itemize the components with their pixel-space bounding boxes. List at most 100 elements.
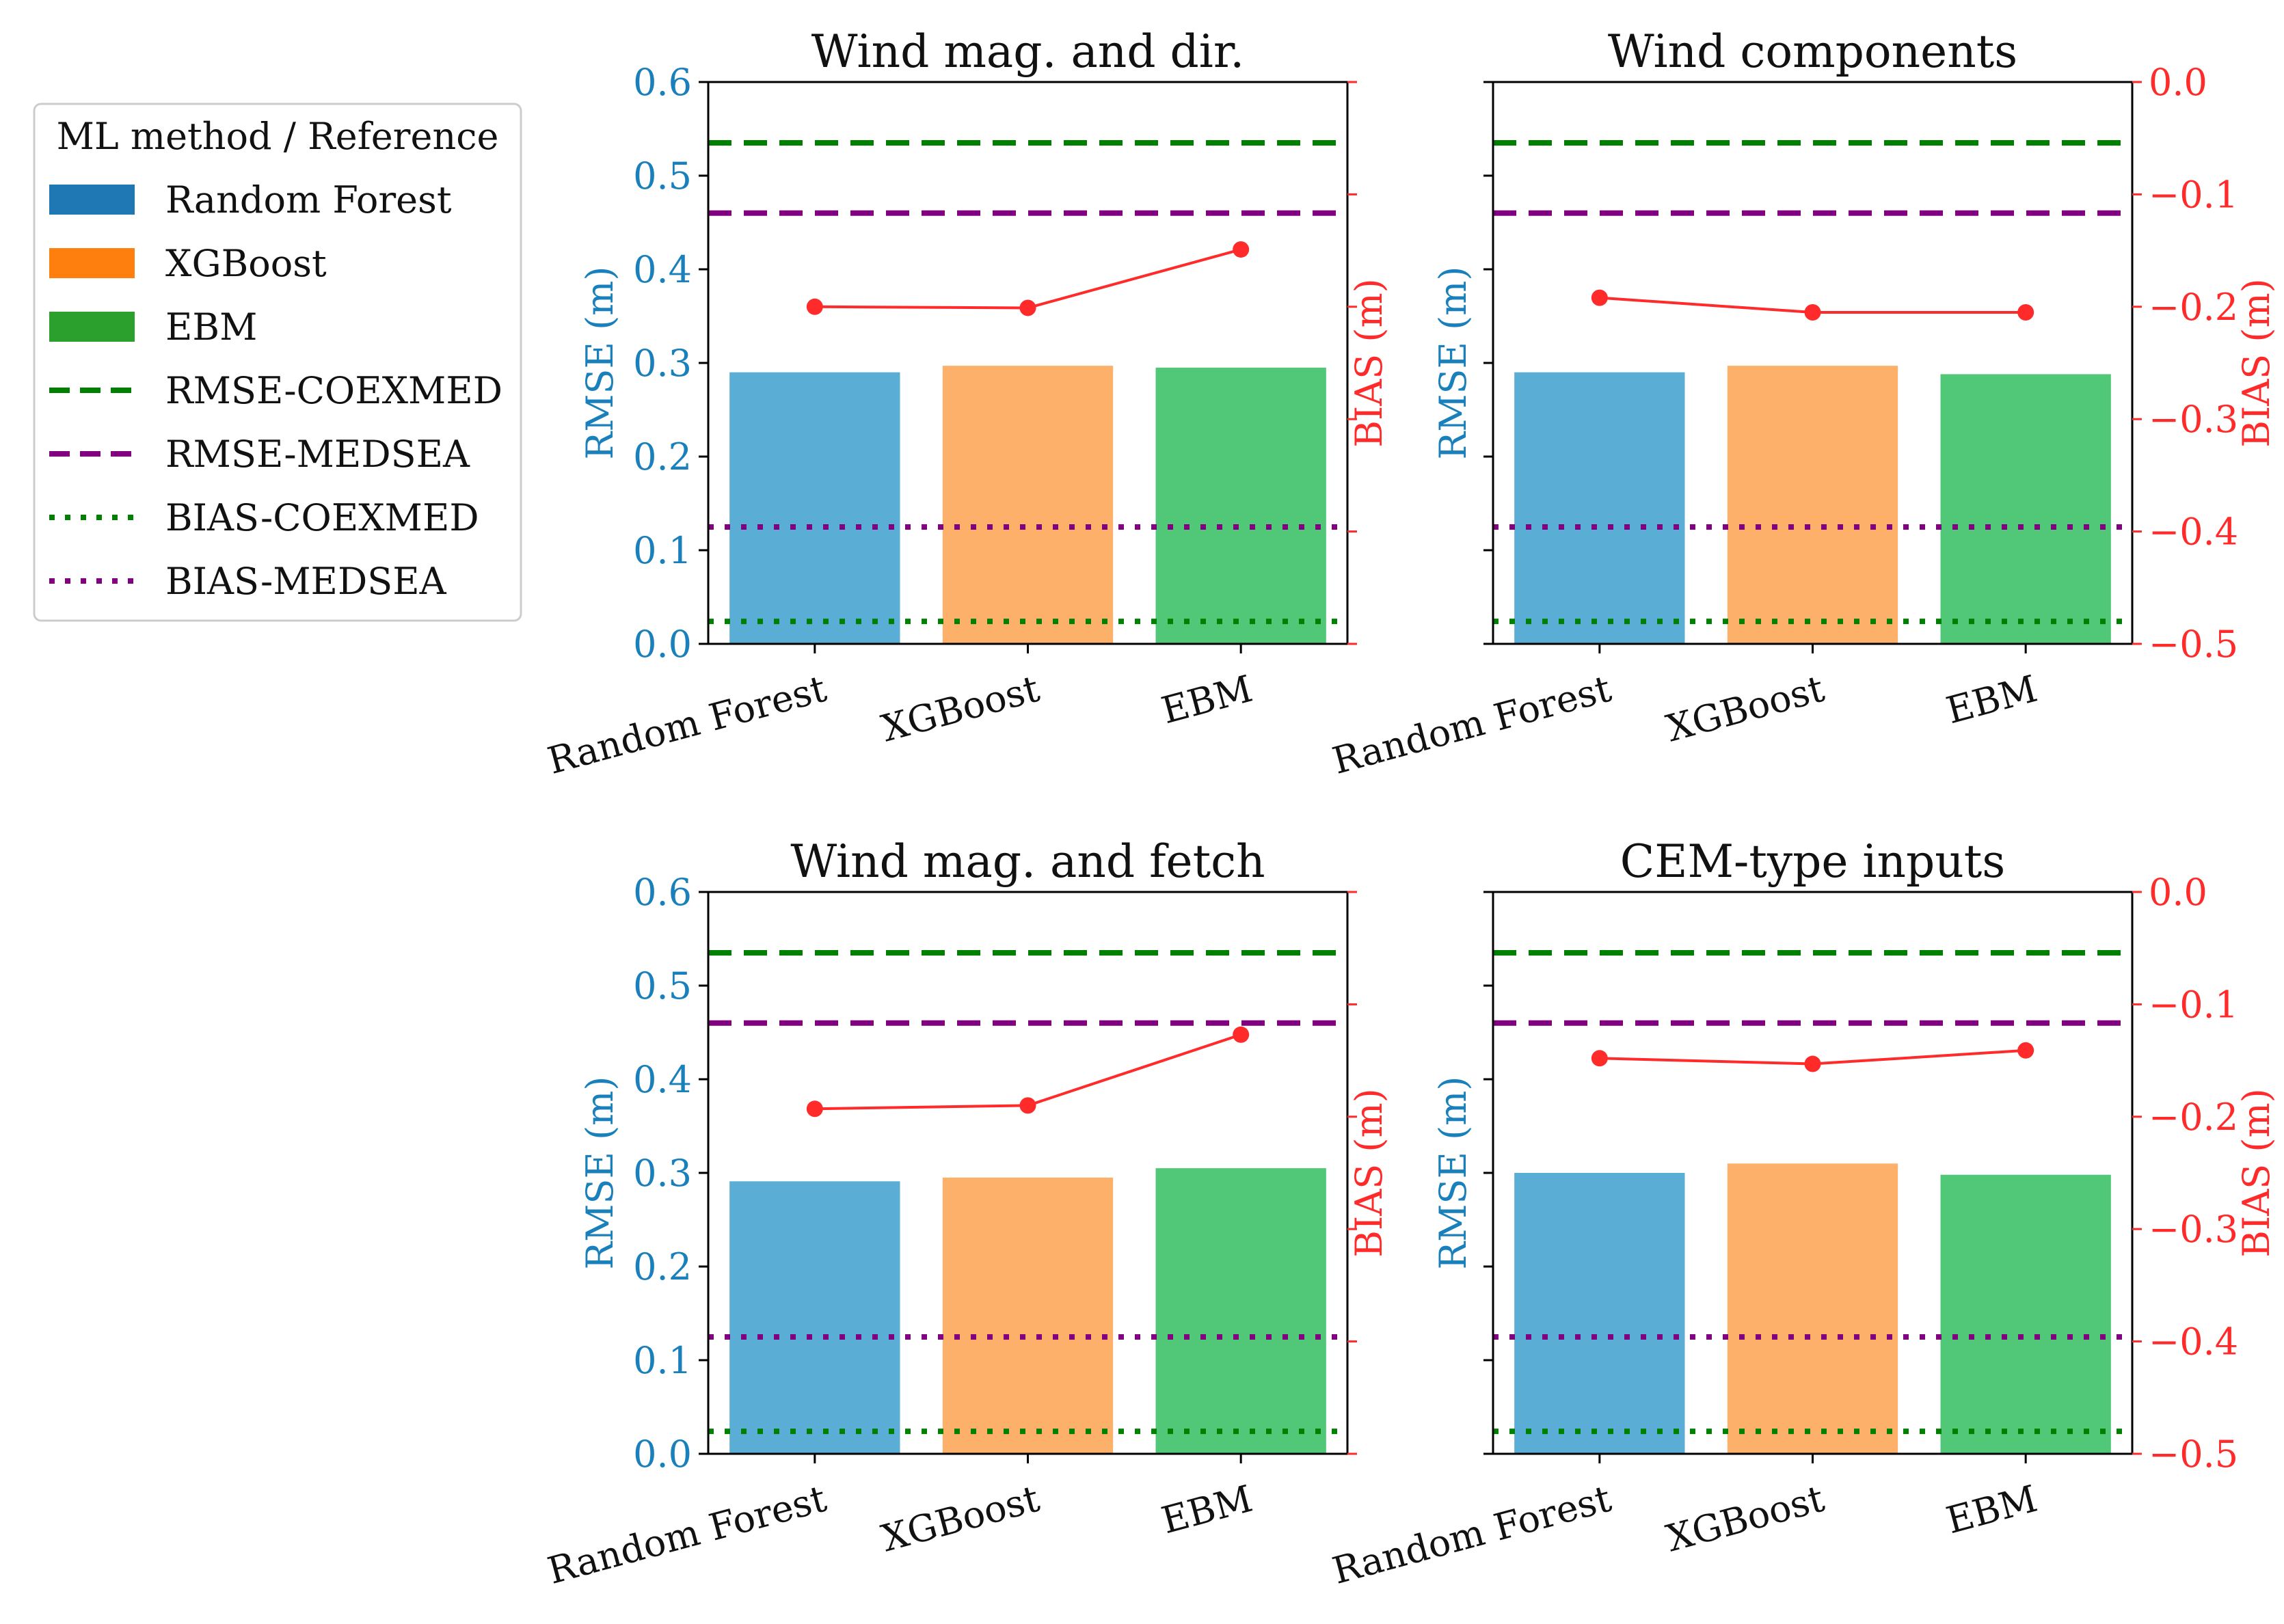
panel-2: Wind components RMSE (m) 0.0 −0.1 −0.2 −0.3 −0… [1328, 25, 2278, 783]
legend-entry-random-forest-swatch [49, 185, 135, 215]
panel-4-y2tick-label: −0.3 [2149, 1208, 2238, 1251]
panel-1-ylabel: RMSE (m) [578, 267, 621, 460]
panel-2-y2tick-label: −0.4 [2149, 511, 2238, 554]
panel-4-y2tick-label: −0.1 [2149, 983, 2238, 1026]
panel-1-ytick-label: 0.3 [633, 342, 692, 385]
panel-4-bar-ebm [1940, 1174, 2111, 1454]
legend-entry-bias-medsea: BIAS-MEDSEA [49, 560, 447, 603]
panel-4-y2label: BIAS (m) [2235, 1088, 2278, 1258]
legend-entry-rmse-coexmed-label: RMSE-COEXMED [165, 369, 502, 412]
panel-2-y2tick-label: −0.1 [2149, 173, 2238, 216]
panel-4-ylabel: RMSE (m) [1432, 1077, 1475, 1270]
panel-3-bar-xgboost [942, 1177, 1114, 1454]
legend-entry-bias-coexmed-label: BIAS-COEXMED [165, 496, 479, 539]
panel-3-ytick-label: 0.4 [633, 1058, 692, 1101]
panel-1-bar-xgboost [942, 366, 1114, 644]
panel-1-bias-point-random-forest [806, 298, 823, 315]
panel-3-ytick-label: 0.5 [633, 964, 692, 1007]
panel-1-bar-ebm [1155, 367, 1326, 644]
panel-2-title: Wind components [1608, 25, 2017, 78]
panel-2-bias-point-ebm [2017, 304, 2034, 321]
panel-2-bias-point-xgboost [1804, 304, 1821, 321]
panel-1-ytick-label: 0.0 [633, 623, 692, 666]
panel-3-xtick-label-xgboost: XGBoost [877, 1477, 1044, 1560]
panel-2-ylabel: RMSE (m) [1432, 267, 1475, 460]
panel-4-bias-point-ebm [2017, 1042, 2034, 1059]
panel-1-title: Wind mag. and dir. [811, 25, 1244, 78]
legend-entry-xgboost: XGBoost [49, 242, 327, 285]
panel-1-bar-random-forest [729, 372, 900, 644]
panel-4-y2tick-label: −0.4 [2149, 1321, 2238, 1364]
panel-1-ytick-label: 0.6 [633, 61, 692, 104]
panel-3-bar-ebm [1155, 1168, 1326, 1454]
panel-2-y2tick-label: −0.3 [2149, 398, 2238, 441]
panel-1-ytick-label: 0.2 [633, 435, 692, 478]
legend: ML method / Reference Random Forest XGBoos… [33, 103, 522, 622]
panel-1-ytick-label: 0.4 [633, 248, 692, 291]
legend-entry-ebm-swatch [49, 312, 135, 342]
panel-3-bar-random-forest [729, 1181, 900, 1454]
legend-entry-random-forest: Random Forest [49, 178, 452, 221]
panel-4: CEM-type inputs RMSE (m) 0.0 −0.1 −0.2 −0.3 −0… [1328, 835, 2278, 1593]
panel-1-xtick-label-xgboost: XGBoost [877, 667, 1044, 750]
panel-3-ytick-label: 0.6 [633, 871, 692, 914]
panel-4-title: CEM-type inputs [1620, 835, 2005, 888]
panel-3-ytick-label: 0.0 [633, 1433, 692, 1476]
panel-1-ytick-label: 0.1 [633, 529, 692, 572]
panel-2-y2label: BIAS (m) [2235, 278, 2278, 448]
panel-3-ytick-label: 0.3 [633, 1152, 692, 1195]
chart-panels: Wind mag. and dir. 0.0 0.1 0.2 0.3 0.4 0.5 0.6 R… [543, 25, 2278, 1593]
legend-entry-rmse-medsea: RMSE-MEDSEA [49, 433, 470, 476]
panel-2-bar-xgboost [1727, 366, 1898, 644]
panel-4-bias-point-xgboost [1804, 1055, 1821, 1072]
legend-entry-xgboost-swatch [49, 248, 135, 278]
panel-1-bias-point-xgboost [1019, 299, 1036, 316]
legend-entry-rmse-medsea-label: RMSE-MEDSEA [165, 433, 470, 476]
legend-entry-bias-coexmed: BIAS-COEXMED [49, 496, 479, 539]
legend-entry-xgboost-label: XGBoost [165, 242, 327, 285]
panel-3-bias-point-ebm [1233, 1026, 1250, 1043]
panel-3-ylabel: RMSE (m) [578, 1077, 621, 1270]
panel-4-xtick-label-random-forest: Random Forest [1328, 1477, 1616, 1593]
panel-2-xtick-label-random-forest: Random Forest [1328, 667, 1616, 783]
panel-2-bias-point-random-forest [1591, 289, 1608, 306]
panel-3-ytick-label: 0.2 [633, 1245, 692, 1288]
panel-4-bar-random-forest [1514, 1173, 1685, 1454]
panel-3-xtick-label-random-forest: Random Forest [543, 1477, 831, 1593]
panel-4-y2tick-label: −0.2 [2149, 1096, 2238, 1139]
panel-4-xtick-label-xgboost: XGBoost [1662, 1477, 1829, 1560]
panel-1-bias-point-ebm [1233, 241, 1250, 258]
panel-2-y2tick-label: 0.0 [2149, 61, 2207, 104]
panel-1-y2label: BIAS (m) [1347, 278, 1390, 448]
panel-1-ytick-label: 0.5 [633, 154, 692, 198]
panel-2-y2tick-label: −0.2 [2149, 286, 2238, 329]
panel-1-bias-line [814, 248, 1241, 310]
legend-frame [33, 103, 522, 622]
panel-4-y2tick-label: 0.0 [2149, 871, 2207, 914]
panel-2-bar-ebm [1940, 374, 2111, 644]
panel-1-xtick-label-random-forest: Random Forest [543, 667, 831, 783]
panel-3-ytick-label: 0.1 [633, 1339, 692, 1382]
panel-3-xtick-label-ebm: EBM [1157, 1477, 1257, 1543]
panel-3-y2label: BIAS (m) [1347, 1088, 1390, 1258]
legend-entry-rmse-coexmed: RMSE-COEXMED [49, 369, 502, 412]
panel-4-xtick-label-ebm: EBM [1942, 1477, 2041, 1543]
panel-2-xtick-label-ebm: EBM [1942, 667, 2041, 733]
panel-2-y2tick-label: −0.5 [2149, 623, 2238, 666]
panel-4-y2tick-label: −0.5 [2149, 1433, 2238, 1476]
legend-title: ML method / Reference [57, 115, 499, 158]
panel-2-bar-random-forest [1514, 372, 1685, 644]
legend-entry-bias-medsea-label: BIAS-MEDSEA [165, 560, 447, 603]
panel-4-bias-point-random-forest [1591, 1050, 1608, 1067]
panel-2-xtick-label-xgboost: XGBoost [1662, 667, 1829, 750]
panel-4-bar-xgboost [1727, 1163, 1898, 1454]
legend-entry-ebm-label: EBM [165, 306, 257, 349]
panel-3: Wind mag. and fetch 0.0 0.1 0.2 0.3 0.4 0.5 0.6… [543, 835, 1390, 1593]
panel-3-title: Wind mag. and fetch [790, 835, 1265, 888]
panel-1: Wind mag. and dir. 0.0 0.1 0.2 0.3 0.4 0.5 0.6 R… [543, 25, 1390, 783]
legend-entry-random-forest-label: Random Forest [165, 178, 452, 221]
panel-3-bias-point-random-forest [806, 1100, 823, 1118]
legend-entry-ebm: EBM [49, 306, 257, 349]
panel-1-xtick-label-ebm: EBM [1157, 667, 1257, 733]
